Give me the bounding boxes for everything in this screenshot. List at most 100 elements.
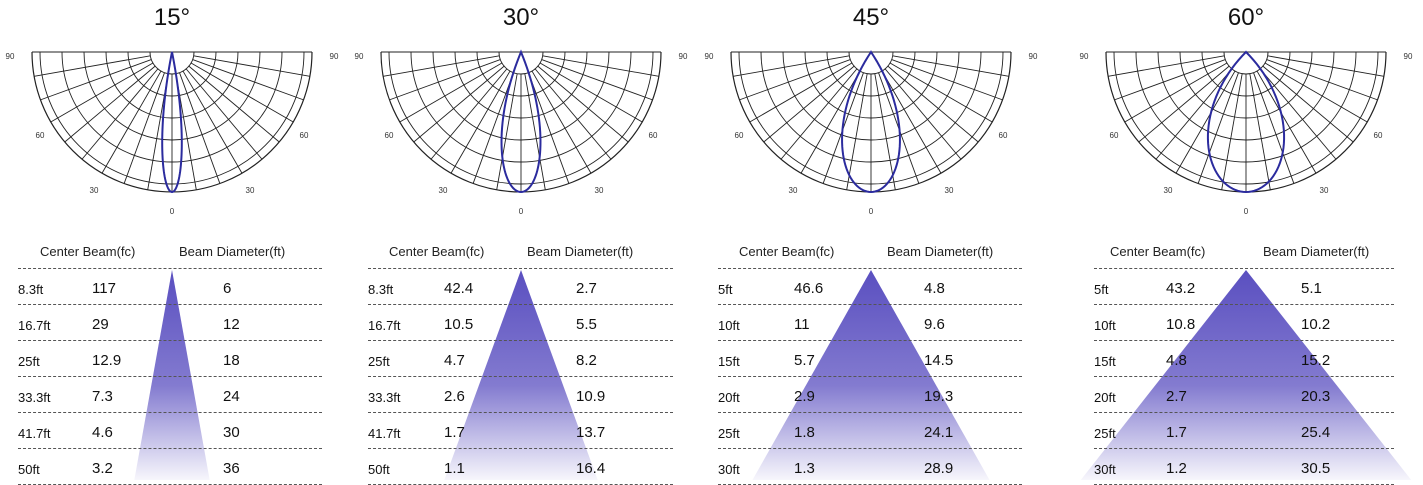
- beam-diameter-value: 10.9: [576, 388, 606, 405]
- polar-spoke: [763, 65, 855, 143]
- panel-title-2: 45°: [852, 4, 890, 31]
- polar-spoke: [64, 65, 156, 143]
- polar-axis-label: 30: [90, 186, 99, 195]
- beam-diameter-value: 24: [223, 388, 240, 405]
- distance-label: 15ft: [1094, 354, 1116, 369]
- polar-spoke: [40, 59, 152, 101]
- polar-spoke: [1221, 73, 1243, 190]
- center-beam-value: 12.9: [92, 352, 122, 369]
- polar-axis-label: 30: [1164, 186, 1173, 195]
- beam-distribution-curve: [500, 49, 542, 194]
- polar-axis-label: 60: [385, 131, 394, 140]
- row-divider: [368, 268, 673, 269]
- row-divider: [368, 412, 673, 413]
- beam-diameter-value: 5.5: [576, 316, 597, 333]
- polar-spoke: [413, 65, 505, 143]
- beam-diameter-value: 25.4: [1301, 424, 1331, 441]
- polar-spoke: [1266, 59, 1378, 101]
- polar-spoke: [383, 55, 500, 77]
- polar-spoke: [889, 62, 993, 123]
- beam-cone-3: [1080, 270, 1412, 480]
- polar-axis-label: 60: [649, 131, 658, 140]
- polar-axis-label: 90: [330, 52, 339, 61]
- row-divider: [718, 412, 1022, 413]
- polar-spoke: [123, 72, 165, 184]
- beam-diameter-value: 14.5: [924, 352, 954, 369]
- distance-label: 25ft: [368, 354, 390, 369]
- center-beam-value: 46.6: [794, 280, 824, 297]
- distance-label: 5ft: [1094, 282, 1109, 297]
- row-divider: [18, 340, 322, 341]
- beam-diameter-value: 20.3: [1301, 388, 1331, 405]
- center-beam-value: 43.2: [1166, 280, 1196, 297]
- beam-distribution-curve: [841, 50, 901, 194]
- polar-spoke: [892, 55, 1009, 77]
- beam-distribution-curve: [1206, 50, 1286, 194]
- polar-spoke: [450, 70, 511, 174]
- row-divider: [1094, 340, 1394, 341]
- beam-diameter-value: 30: [223, 424, 240, 441]
- polar-axis-label: 60: [999, 131, 1008, 140]
- polar-spoke: [192, 59, 304, 101]
- beam-diameter-value: 12: [223, 316, 240, 333]
- header-beam-diameter: Beam Diameter(ft): [887, 244, 994, 259]
- center-beam-value: 1.7: [1166, 424, 1187, 441]
- distance-label: 5ft: [718, 282, 733, 297]
- beam-diameter-value: 8.2: [576, 352, 597, 369]
- center-beam-value: 7.3: [92, 388, 113, 405]
- beam-distribution-curve: [161, 51, 183, 194]
- polar-grid: [730, 51, 1012, 193]
- center-beam-value: 1.3: [794, 460, 815, 477]
- polar-grid: [380, 51, 662, 193]
- polar-spoke: [1155, 68, 1233, 160]
- panel-title-3: 60°: [1227, 4, 1265, 31]
- center-beam-value: 2.6: [444, 388, 465, 405]
- polar-grid: [31, 51, 313, 193]
- polar-spoke: [1259, 68, 1337, 160]
- row-divider: [18, 376, 322, 377]
- polar-spoke: [524, 73, 546, 190]
- polar-spoke: [1264, 62, 1368, 123]
- distance-label: 25ft: [1094, 426, 1116, 441]
- beam-cone-2: [752, 270, 990, 480]
- polar-axis-label: 90: [6, 52, 15, 61]
- polar-spoke: [81, 68, 159, 160]
- polar-spoke: [739, 59, 851, 101]
- row-divider: [718, 340, 1022, 341]
- row-divider: [18, 448, 322, 449]
- row-divider: [18, 268, 322, 269]
- polar-axis-label: 30: [1320, 186, 1329, 195]
- header-center-beam: Center Beam(fc): [1110, 244, 1206, 259]
- distance-label: 33.3ft: [368, 390, 401, 405]
- polar-spoke: [101, 70, 162, 174]
- beam-cone-shape: [752, 270, 990, 480]
- panel-title-0: 15°: [153, 4, 191, 31]
- polar-axis-label: 90: [1029, 52, 1038, 61]
- polar-spoke: [50, 62, 154, 123]
- polar-spoke: [188, 65, 280, 143]
- polar-spoke: [1114, 59, 1226, 101]
- distance-label: 30ft: [718, 462, 740, 477]
- beam-diameter-value: 9.6: [924, 316, 945, 333]
- polar-axis-label: 0: [869, 207, 874, 215]
- beam-diameter-value: 5.1: [1301, 280, 1322, 297]
- distance-label: 10ft: [718, 318, 740, 333]
- center-beam-value: 4.6: [92, 424, 113, 441]
- distance-label: 8.3ft: [368, 282, 394, 297]
- beam-cone-shape: [444, 270, 598, 480]
- distance-label: 20ft: [1094, 390, 1116, 405]
- center-beam-value: 1.7: [444, 424, 465, 441]
- beam-diameter-value: 24.1: [924, 424, 954, 441]
- distance-label: 15ft: [718, 354, 740, 369]
- polar-axis-label: 30: [595, 186, 604, 195]
- polar-axis-label: 60: [1374, 131, 1383, 140]
- polar-spoke: [542, 55, 659, 77]
- polar-diagram-0: 90 60 30 0 30 60 90: [6, 51, 339, 215]
- polar-spoke: [846, 73, 868, 190]
- beam-diameter-value: 36: [223, 460, 240, 477]
- beam-diameter-value: 30.5: [1301, 460, 1331, 477]
- row-divider: [718, 376, 1022, 377]
- beam-cone-shape: [134, 270, 210, 480]
- beam-cone-0: [134, 270, 210, 480]
- beam-diameter-value: 6: [223, 280, 232, 297]
